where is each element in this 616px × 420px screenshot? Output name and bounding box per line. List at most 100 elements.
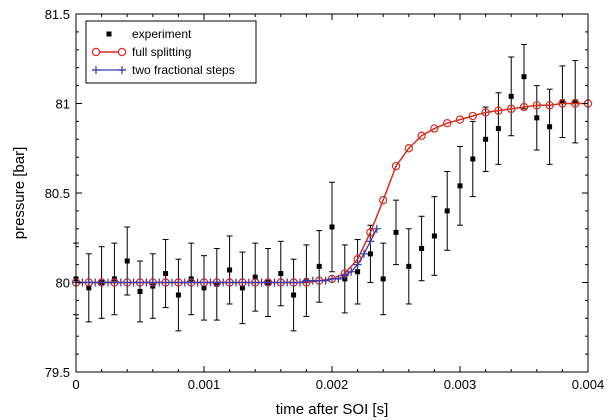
experiment-marker	[380, 276, 386, 282]
legend: experiment full splitting two fractional s…	[85, 20, 257, 84]
full-splitting-marker	[468, 111, 477, 121]
experiment-point	[405, 228, 412, 305]
experiment-marker	[86, 285, 92, 291]
plot-marks	[71, 43, 593, 332]
full-splitting-marker	[443, 118, 452, 128]
axis-ticks: 0 0.001 0.002 0.003 0.004 79.5 80 80.5 81 81.5	[45, 7, 605, 392]
experiment-point	[444, 171, 451, 251]
two-fractional-steps-marker	[334, 274, 343, 283]
experiment-marker	[124, 258, 130, 264]
experiment-point	[418, 215, 425, 282]
experiment-marker	[572, 99, 578, 105]
experiment-point	[495, 92, 502, 165]
two-fractional-steps-marker	[360, 249, 368, 258]
experiment-point	[482, 106, 489, 173]
full-splitting-marker	[494, 106, 503, 115]
experiment-point	[521, 43, 527, 110]
full-splitting-marker	[571, 99, 580, 108]
full-splitting-marker	[366, 228, 375, 237]
experiment-point	[277, 240, 284, 307]
experiment-marker	[239, 285, 245, 291]
two-fractional-steps-marker	[372, 224, 381, 233]
experiment-marker	[495, 126, 501, 132]
experiment-point	[367, 224, 374, 283]
two-fractional-steps-marker	[296, 278, 304, 287]
experiment-point	[137, 260, 143, 323]
y-tick-label: 79.5	[45, 365, 70, 380]
legend-label: experiment	[132, 27, 192, 41]
experiment-point	[533, 85, 540, 151]
experiment-marker	[163, 271, 169, 277]
y-tick-label: 80.5	[45, 186, 70, 201]
experiment-point	[457, 145, 463, 226]
experiment-marker	[444, 208, 450, 214]
experiment-point	[329, 181, 335, 273]
experiment-marker	[419, 245, 425, 251]
experiment-point	[546, 88, 553, 165]
experiment-marker	[278, 271, 284, 277]
experiment-point	[354, 239, 361, 305]
experiment-marker	[291, 292, 297, 298]
experiment-marker	[175, 292, 181, 298]
experiment-point	[239, 251, 246, 325]
full-splitting-marker	[558, 99, 567, 108]
experiment-point	[252, 242, 259, 312]
experiment-marker	[227, 267, 233, 273]
experiment-point	[380, 242, 387, 316]
experiment-marker	[508, 93, 514, 99]
x-tick-label: 0.004	[572, 377, 605, 392]
legend-entry-full-splitting: full splitting	[91, 45, 191, 59]
y-axis-title: pressure [bar]	[11, 147, 28, 240]
x-axis-title: time after SOI [s]	[276, 401, 389, 418]
experiment-point	[201, 255, 207, 321]
experiment-point	[393, 199, 399, 266]
x-tick-label: 0.002	[316, 377, 349, 392]
full-splitting-marker	[532, 101, 542, 110]
legend-label: full splitting	[132, 45, 191, 59]
experiment-marker	[329, 224, 335, 230]
legend-marker-circle	[117, 47, 127, 57]
full-splitting-marker	[404, 144, 413, 153]
experiment-point	[469, 120, 476, 198]
legend-entry-experiment: experiment	[106, 27, 192, 41]
two-fractional-steps-marker	[353, 260, 362, 269]
experiment-marker	[431, 233, 437, 239]
x-tick-label: 0.003	[444, 377, 477, 392]
y-tick-label: 81	[56, 97, 70, 112]
experiment-marker	[559, 99, 565, 105]
legend-entry-two-fractional-steps: two fractional steps	[92, 63, 235, 77]
x-tick-label: 0	[72, 377, 79, 392]
experiment-marker	[406, 263, 412, 269]
experiment-marker	[470, 156, 476, 162]
full-splitting-marker	[481, 108, 490, 117]
experiment-marker	[521, 74, 527, 80]
experiment-point	[559, 65, 566, 139]
x-tick-label: 0.001	[188, 377, 221, 392]
full-splitting-marker	[417, 131, 426, 140]
full-splitting-marker	[519, 102, 529, 112]
experiment-marker	[355, 269, 361, 275]
experiment-point	[572, 60, 579, 144]
experiment-point	[508, 56, 515, 137]
y-tick-label: 80	[56, 276, 70, 291]
experiment-point	[162, 239, 169, 309]
full-splitting-marker	[379, 195, 388, 205]
experiment-point	[175, 258, 182, 332]
legend-marker-square	[106, 31, 112, 37]
two-fractional-steps-marker	[366, 237, 375, 246]
experiment-marker	[483, 136, 489, 142]
y-tick-label: 81.5	[45, 7, 70, 22]
full-splitting-marker	[507, 104, 516, 114]
full-splitting-marker	[545, 101, 554, 110]
experiment-marker	[534, 115, 540, 121]
two-fractional-steps-marker	[347, 267, 356, 276]
legend-label: two fractional steps	[132, 63, 235, 77]
experiment-point	[226, 235, 233, 305]
experiment-marker	[367, 251, 373, 257]
experiment-point	[316, 230, 323, 303]
experiment-marker	[201, 285, 207, 291]
experiment-marker	[137, 288, 143, 294]
two-fractional-steps-marker	[321, 276, 330, 285]
two-fractional-steps-marker	[340, 271, 349, 280]
